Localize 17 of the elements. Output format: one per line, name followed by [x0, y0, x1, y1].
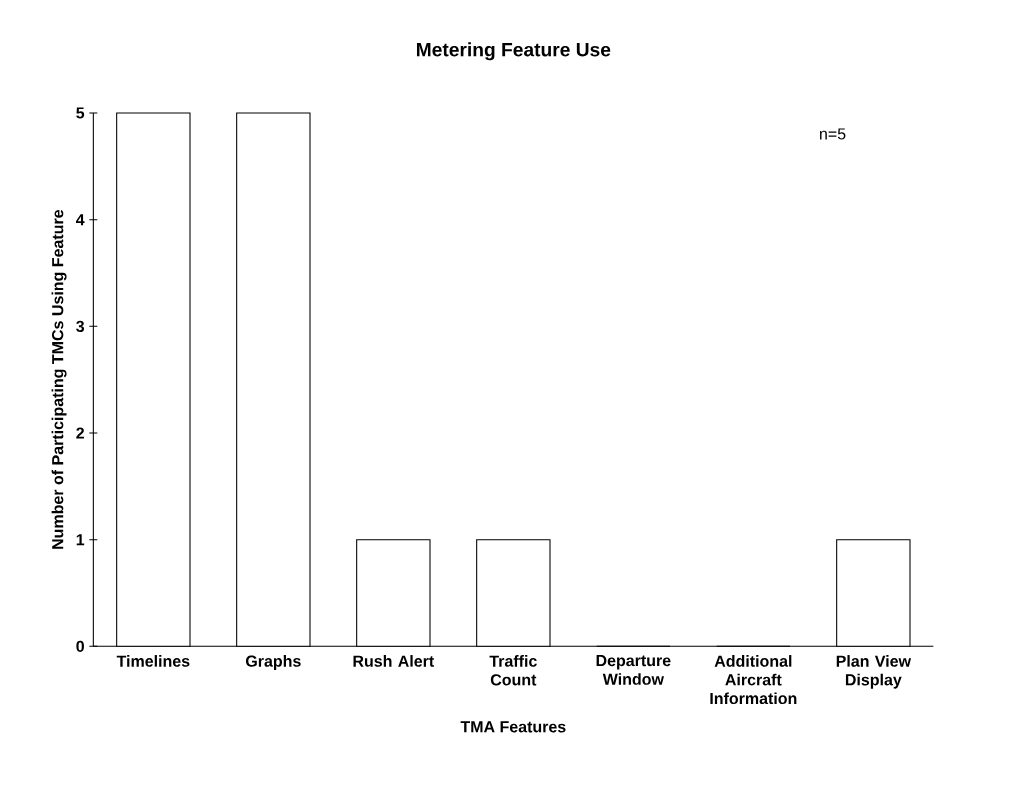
annotation: n=5: [820, 128, 846, 140]
x-tick-label: Graphs: [245, 655, 301, 670]
y-tick-label: 0: [76, 640, 84, 652]
x-tick-label: Rush Alert: [353, 655, 435, 667]
y-tick-label: 1: [76, 534, 85, 546]
chart-title: Metering Feature Use: [416, 42, 611, 61]
y-tick-label: 5: [76, 107, 85, 119]
x-tick-label: Departure Window: [596, 655, 671, 685]
x-axis-title: TMA Features: [460, 721, 566, 733]
y-tick-label: 3: [76, 320, 85, 333]
x-tick-label: Traffic Count: [489, 655, 537, 686]
y-axis-title: Number of Participating TMCs Using Feature: [51, 209, 67, 549]
y-tick-label: 4: [75, 214, 85, 226]
x-tick-label: Plan View Display: [836, 655, 912, 689]
x-tick-label: Timelines: [116, 655, 190, 667]
y-tick-label: 2: [76, 427, 84, 439]
x-tick-label: Additional Aircraft Information: [710, 655, 797, 705]
